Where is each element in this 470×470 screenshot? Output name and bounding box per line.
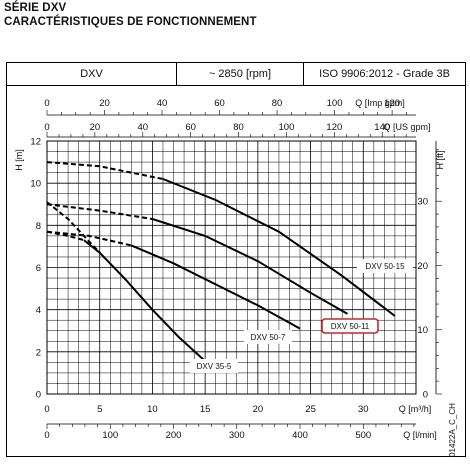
lmin-tick-label: 200 [166,430,182,441]
curve-label-box [244,330,292,344]
imp-tick-label: 120 [384,98,400,109]
us-axis-label: Q [US gpm] [383,122,430,132]
imp-tick-label: 100 [327,98,343,109]
y-tick-label: 2 [36,347,41,358]
curve-solid [83,239,217,372]
x-tick-label: 5 [97,404,102,415]
lmin-tick-label: 500 [355,430,371,441]
curve-label: DXV 35-5 [197,362,232,371]
speed-cell: ~ 2850 [rpm] [177,63,304,85]
curve-dashed [46,230,85,242]
lmin-tick-label: 0 [44,430,49,441]
y-tick-label: 6 [36,263,41,274]
us-tick-label: 140 [374,122,390,133]
curve-label-box [190,359,238,373]
curve-label: DXV 50-15 [365,262,405,271]
y-tick-label: 4 [36,305,41,316]
right-tick-label: 0 [423,390,428,401]
curve-label-box [357,259,413,273]
us-tick-label: 120 [326,122,342,133]
imp-axis-label: Q [Imp gpm] [355,98,405,108]
lmin-tick-label: 400 [292,430,308,441]
model-cell: DXV [7,63,177,85]
curve-label-box [321,318,379,334]
series-title: SÉRIE DXV [4,2,67,14]
x-tick-label: 15 [200,404,211,415]
curve-label: DXV 50-11 [331,322,370,331]
right-tick-label: 30 [417,197,428,208]
x-tick-label: 25 [305,404,316,415]
lmin-tick-label: 300 [229,430,245,441]
right-axis-label: H [ft] [435,150,445,169]
us-tick-label: 80 [233,122,244,133]
chart-subtitle: CARACTÉRISTIQUES DE FONCTIONNEMENT [4,16,257,28]
curve-solid [130,244,301,330]
us-tick-label: 60 [185,122,196,133]
imp-tick-label: 40 [157,98,168,109]
right-tick-label: 20 [417,261,428,272]
y-tick-label: 12 [30,137,41,148]
imp-tick-label: 0 [44,98,49,109]
right-tick-label: 10 [417,325,428,336]
imp-tick-label: 20 [99,98,110,109]
curve-dashed [46,201,101,254]
us-tick-label: 20 [90,122,101,133]
us-tick-label: 0 [44,122,49,133]
lmin-axis-label: Q [l/min] [403,430,437,440]
curve-label: DXV 50-7 [251,333,286,342]
imp-tick-label: 80 [272,98,283,109]
x-axis-label: Q [m³/h] [399,404,432,414]
standard-cell: ISO 9906:2012 - Grade 3B [319,68,450,80]
x-tick-label: 20 [253,404,264,415]
plot-border [46,140,417,395]
curve-dashed [46,203,153,220]
chart-frame [6,84,466,457]
us-tick-label: 40 [137,122,148,133]
y-tick-label: 0 [36,390,41,401]
x-tick-label: 30 [358,404,369,415]
us-tick-label: 100 [279,122,295,133]
y-tick-label: 8 [36,221,41,232]
curve-solid [152,218,348,315]
curve-dashed [46,230,132,247]
figure-code: 01422A_C_CH [448,403,457,457]
x-tick-label: 0 [44,404,49,415]
curve-dashed [46,161,164,180]
x-tick-label: 10 [147,404,158,415]
lmin-tick-label: 100 [102,430,118,441]
spec-table: DXV ~ 2850 [rpm] ISO 9906:2012 - Grade 3… [6,62,466,86]
curve-solid [162,178,396,317]
imp-tick-label: 60 [214,98,225,109]
y-tick-label: 10 [30,179,41,190]
y-axis-label: H [m] [14,149,24,171]
